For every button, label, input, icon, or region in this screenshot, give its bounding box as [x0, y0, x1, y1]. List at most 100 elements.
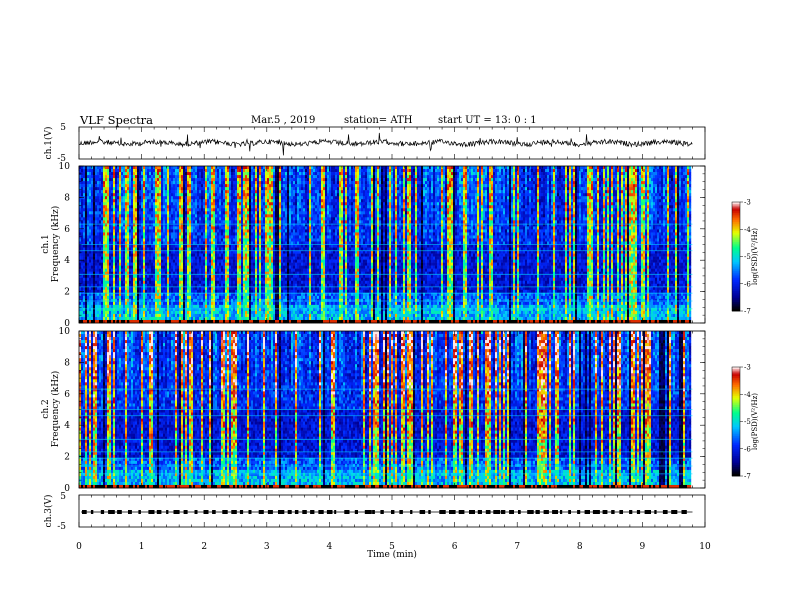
ch1-waveform-ylabel: ch.1(V)	[43, 127, 54, 160]
spectrogram-cell	[117, 281, 119, 284]
spectrogram-cell	[89, 263, 91, 266]
spectrogram-cell	[125, 211, 127, 214]
spectrogram-cell	[125, 299, 127, 302]
spectrogram-cell	[125, 181, 127, 184]
spectrogram-cell	[105, 296, 107, 299]
spectrogram-cell	[93, 181, 95, 184]
spectrogram-cell	[113, 308, 115, 311]
spectrogram-cell	[109, 217, 111, 220]
spectrogram-cell	[111, 299, 113, 302]
spectrogram-cell	[91, 302, 93, 305]
spectrogram-cell	[109, 166, 111, 169]
spectrogram-cell	[115, 187, 117, 190]
spectrogram-cell	[83, 190, 85, 193]
spectrogram-cell	[97, 193, 99, 196]
spectrogram-cell	[85, 211, 87, 214]
spectrogram-cell	[115, 305, 117, 308]
spectrogram-cell	[117, 290, 119, 293]
spectrogram-cell	[113, 299, 115, 302]
spectrogram-cell	[125, 305, 127, 308]
spectrogram-cell	[103, 257, 105, 260]
spectrogram-cell	[109, 275, 111, 278]
spectrogram-cell	[101, 211, 103, 214]
spectrogram-cell	[105, 166, 107, 169]
spectrogram-cell	[97, 235, 99, 238]
spectrogram-cell	[119, 181, 121, 184]
spectrogram-cell	[81, 238, 83, 241]
spectrogram-cell	[109, 169, 111, 172]
spectrogram-cell	[113, 184, 115, 187]
spectrogram-cell	[99, 181, 101, 184]
spectrogram-cell	[97, 248, 99, 251]
spectrogram-cell	[119, 290, 121, 293]
spectrogram-cell	[103, 281, 105, 284]
spectrogram-cell	[123, 263, 125, 266]
spectrogram-cell	[95, 296, 97, 299]
spectrogram-cell	[83, 266, 85, 269]
spectrogram-cell	[105, 248, 107, 251]
spectrogram-cell	[85, 299, 87, 302]
spectrogram-cell	[115, 196, 117, 199]
spectrogram-cell	[117, 299, 119, 302]
spectrogram-cell	[85, 178, 87, 181]
spectrogram-cell	[91, 299, 93, 302]
spectrogram-cell	[125, 208, 127, 211]
spectrogram-cell	[109, 245, 111, 248]
spectrogram-cell	[93, 317, 95, 320]
spectrogram-cell	[105, 226, 107, 229]
spectrogram-cell	[103, 260, 105, 263]
spectrogram-cell	[83, 308, 85, 311]
spectrogram-cell	[83, 302, 85, 305]
spectrogram-cell	[103, 205, 105, 208]
spectrogram-cell	[117, 232, 119, 235]
spectrogram-cell	[123, 290, 125, 293]
spectrogram-cell	[89, 166, 91, 169]
spectrogram-cell	[89, 308, 91, 311]
spectrogram-cell	[125, 248, 127, 251]
spectrogram-cell	[87, 302, 89, 305]
spectrogram-cell	[85, 232, 87, 235]
spectrogram-cell	[87, 290, 89, 293]
spectrogram-cell	[123, 257, 125, 260]
spectrogram-cell	[115, 260, 117, 263]
spectrogram-cell	[89, 302, 91, 305]
spectrogram-cell	[125, 296, 127, 299]
spectrogram-cell	[123, 266, 125, 269]
spectrogram-cell	[97, 254, 99, 257]
spectrogram-cell	[83, 235, 85, 238]
spectrogram-cell	[111, 238, 113, 241]
spectrogram-cell	[83, 205, 85, 208]
spectrogram-cell	[111, 260, 113, 263]
spectrogram-cell	[111, 220, 113, 223]
spectrogram-cell	[95, 169, 97, 172]
spectrogram-cell	[121, 299, 123, 302]
spectrogram-cell	[105, 196, 107, 199]
spectrogram-cell	[91, 184, 93, 187]
spectrogram-cell	[103, 278, 105, 281]
spectrogram-cell	[121, 254, 123, 257]
spectrogram-cell	[91, 226, 93, 229]
spectrogram-cell	[109, 257, 111, 260]
spectrogram-cell	[99, 269, 101, 272]
spectrogram-cell	[89, 202, 91, 205]
spectrogram-cell	[113, 290, 115, 293]
spectrogram-cell	[113, 178, 115, 181]
spectrogram-cell	[87, 269, 89, 272]
spectrogram-cell	[103, 169, 105, 172]
spectrogram-cell	[113, 278, 115, 281]
spectrogram-cell	[99, 257, 101, 260]
spectrogram-cell	[87, 260, 89, 263]
spectrogram-cell	[115, 190, 117, 193]
spectrogram-cell	[105, 202, 107, 205]
spectrogram-cell	[113, 245, 115, 248]
spectrogram-cell	[97, 302, 99, 305]
spectrogram-cell	[119, 275, 121, 278]
spectrogram-cell	[101, 205, 103, 208]
spectrogram-cell	[105, 269, 107, 272]
spectrogram-cell	[91, 190, 93, 193]
spectrogram-cell	[103, 296, 105, 299]
spectrogram-cell	[83, 263, 85, 266]
spectrogram-cell	[123, 269, 125, 272]
spectrogram-cell	[119, 245, 121, 248]
spectrogram-cell	[119, 238, 121, 241]
